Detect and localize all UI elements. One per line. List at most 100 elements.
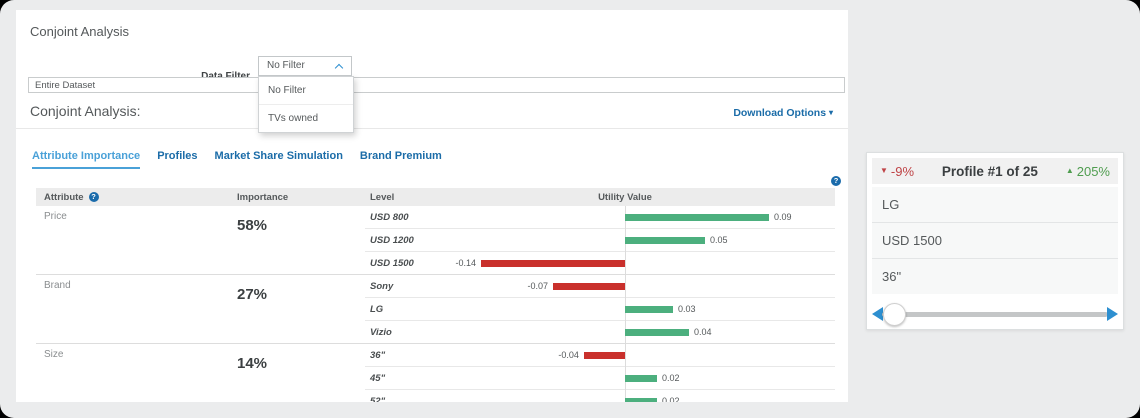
slider-prev-arrow-icon[interactable] bbox=[872, 307, 883, 321]
utility-value-label: 0.03 bbox=[678, 304, 696, 314]
profile-slider bbox=[872, 297, 1118, 331]
filter-option-no-filter[interactable]: No Filter bbox=[268, 85, 306, 96]
level-row-lg: LG 0.03 bbox=[365, 298, 835, 321]
data-filter-selected-value: No Filter bbox=[267, 60, 305, 71]
level-row-usd-1500: USD 1500 -0.14 bbox=[365, 252, 835, 274]
profile-decrease-value: -9% bbox=[890, 163, 915, 179]
attribute-name: Brand bbox=[44, 280, 71, 291]
importance-column-header: Importance bbox=[237, 191, 289, 203]
level-label: USD 1200 bbox=[370, 234, 414, 246]
level-column-header: Level bbox=[370, 191, 395, 203]
attribute-name: Price bbox=[44, 211, 67, 222]
attribute-header-label: Attribute bbox=[44, 191, 84, 203]
profile-attribute-list: LG USD 1500 36" bbox=[872, 187, 1118, 294]
filter-option-tvs-owned[interactable]: TVs owned bbox=[259, 104, 353, 132]
attribute-help-icon[interactable]: ? bbox=[88, 192, 99, 202]
utility-bar-cell: 0.02 bbox=[465, 367, 835, 389]
page-title: Conjoint Analysis bbox=[30, 24, 129, 39]
attribute-name: Size bbox=[44, 349, 64, 360]
positive-utility-bar bbox=[625, 237, 705, 244]
level-label: 45" bbox=[370, 372, 386, 384]
level-row-52: 52" 0.02 bbox=[365, 390, 835, 402]
slider-track[interactable] bbox=[882, 312, 1108, 317]
profile-increase-value: 205% bbox=[1076, 163, 1110, 179]
level-label: USD 1500 bbox=[370, 257, 414, 269]
utility-bar-cell: 0.03 bbox=[465, 298, 835, 320]
tab-profiles[interactable]: Profiles bbox=[157, 150, 198, 162]
utility-bar-cell: 0.05 bbox=[465, 229, 835, 251]
section-heading: Conjoint Analysis: bbox=[30, 103, 141, 119]
level-row-sony: Sony -0.07 bbox=[365, 275, 835, 298]
negative-utility-bar bbox=[553, 283, 625, 290]
level-row-45: 45" 0.02 bbox=[365, 367, 835, 390]
profile-title: Profile #1 of 25 bbox=[941, 163, 1038, 179]
utility-value-label: 0.02 bbox=[662, 396, 680, 403]
attribute-importance-table: Attribute ? Importance Level Utility Val… bbox=[36, 188, 835, 402]
download-options-link[interactable]: Download Options ▾ bbox=[733, 107, 833, 119]
utility-bar-cell: 0.02 bbox=[465, 390, 835, 402]
positive-utility-bar bbox=[625, 398, 657, 402]
data-filter-label: Data Filter bbox=[16, 71, 250, 82]
importance-value: 27% bbox=[237, 286, 268, 303]
utility-value-label: 0.02 bbox=[662, 373, 680, 383]
dataset-name-input[interactable] bbox=[28, 77, 845, 93]
positive-utility-bar bbox=[625, 306, 673, 313]
utility-bar-cell: -0.04 bbox=[465, 344, 835, 366]
help-icon[interactable]: ? bbox=[831, 176, 841, 186]
triangle-down-icon: ▼ bbox=[880, 166, 888, 175]
tab-attribute-importance[interactable]: Attribute Importance bbox=[32, 150, 141, 169]
profile-attribute-36[interactable]: 36" bbox=[872, 258, 1118, 294]
data-filter-dropdown-menu: No Filter TVs owned bbox=[258, 76, 354, 133]
attribute-group-size: Size 14% 36" -0.04 45" 0.02 52" 0.02 bbox=[36, 343, 835, 402]
attribute-group-brand: Brand 27% Sony -0.07 LG 0.03 Vizio 0.04 bbox=[36, 274, 835, 343]
level-label: Sony bbox=[370, 280, 394, 292]
utility-value-label: -0.14 bbox=[455, 258, 476, 268]
utility-value-label: 0.04 bbox=[694, 327, 712, 337]
main-card: Conjoint Analysis Data Filter No Filter … bbox=[16, 10, 848, 402]
tab-brand-premium[interactable]: Brand Premium bbox=[359, 150, 442, 162]
importance-value: 58% bbox=[237, 217, 268, 234]
tab-market-share-simulation[interactable]: Market Share Simulation bbox=[214, 150, 343, 162]
attribute-column-header: Attribute ? bbox=[36, 192, 229, 203]
profile-decrease-badge: ▼ -9% bbox=[880, 164, 914, 179]
level-row-usd-800: USD 800 0.09 bbox=[365, 206, 835, 229]
attribute-group-price: Price 58% USD 800 0.09 USD 1200 0.05 USD 1500 -… bbox=[36, 206, 835, 274]
utility-bar-cell: -0.14 bbox=[455, 252, 835, 274]
profile-card: ▼ -9% Profile #1 of 25 ▲ 205% LG USD 1500 36… bbox=[866, 152, 1124, 330]
level-rows: Sony -0.07 LG 0.03 Vizio 0.04 bbox=[365, 275, 835, 343]
analysis-tabs: Attribute Importance Profiles Market Share… bbox=[32, 150, 442, 169]
slider-next-arrow-icon[interactable] bbox=[1107, 307, 1118, 321]
table-header-row: Attribute ? Importance Level Utility Val… bbox=[36, 188, 835, 206]
utility-bar-cell: 0.09 bbox=[465, 206, 835, 228]
utility-bar-cell: -0.07 bbox=[465, 275, 835, 297]
utility-value-label: -0.04 bbox=[558, 350, 579, 360]
level-row-vizio: Vizio 0.04 bbox=[365, 321, 835, 343]
level-row-36: 36" -0.04 bbox=[365, 344, 835, 367]
profile-attribute-lg[interactable]: LG bbox=[872, 187, 1118, 222]
slider-handle[interactable] bbox=[883, 303, 907, 326]
level-rows: USD 800 0.09 USD 1200 0.05 USD 1500 -0.14 bbox=[365, 206, 835, 274]
triangle-up-icon: ▲ bbox=[1065, 166, 1074, 175]
profile-attribute-usd-1500[interactable]: USD 1500 bbox=[872, 222, 1118, 258]
utility-value-label: 0.05 bbox=[710, 235, 728, 245]
data-filter-select[interactable]: No Filter bbox=[258, 56, 352, 76]
negative-utility-bar bbox=[583, 352, 625, 359]
utility-value-label: -0.07 bbox=[527, 281, 548, 291]
section-divider bbox=[16, 128, 848, 129]
utility-value-column-header: Utility Value bbox=[598, 191, 652, 203]
level-row-usd-1200: USD 1200 0.05 bbox=[365, 229, 835, 252]
table-body: Price 58% USD 800 0.09 USD 1200 0.05 USD 1500 -… bbox=[36, 206, 835, 402]
level-label: 36" bbox=[370, 349, 386, 361]
importance-value: 14% bbox=[237, 355, 268, 372]
positive-utility-bar bbox=[625, 375, 657, 382]
level-label: Vizio bbox=[370, 326, 392, 338]
level-label: USD 800 bbox=[370, 211, 409, 223]
caret-down-icon: ▾ bbox=[828, 108, 833, 117]
level-label: 52" bbox=[370, 395, 386, 403]
utility-zero-axis bbox=[625, 206, 626, 402]
utility-value-label: 0.09 bbox=[774, 212, 792, 222]
profile-increase-badge: ▲ 205% bbox=[1066, 164, 1110, 179]
level-label: LG bbox=[370, 303, 384, 315]
profile-card-header: ▼ -9% Profile #1 of 25 ▲ 205% bbox=[872, 158, 1118, 184]
